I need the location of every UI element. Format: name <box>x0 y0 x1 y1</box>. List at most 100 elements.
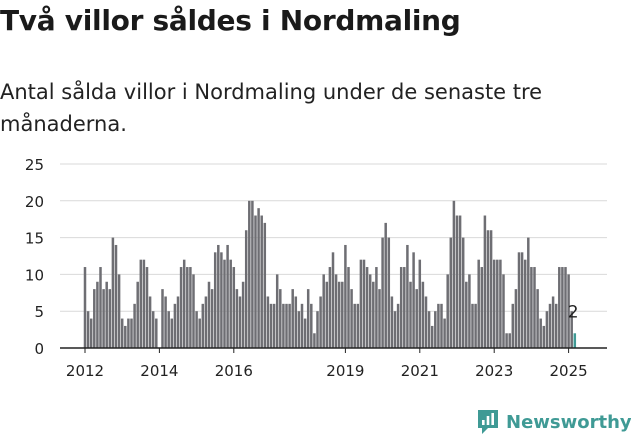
bar <box>319 296 322 348</box>
bar <box>368 274 372 348</box>
bar <box>347 267 350 348</box>
bar <box>384 222 387 348</box>
bar <box>238 296 242 348</box>
bar <box>272 303 276 348</box>
bar <box>353 303 356 348</box>
bar <box>508 333 511 348</box>
bar <box>492 259 496 348</box>
bar <box>198 318 201 348</box>
bar <box>325 281 329 348</box>
bar <box>536 289 539 348</box>
bar <box>195 311 198 348</box>
bar <box>248 200 251 348</box>
x-tick-label: 2014 <box>140 362 178 380</box>
bar <box>483 215 487 348</box>
bar <box>96 281 99 348</box>
y-tick-label: 15 <box>25 230 44 248</box>
bar <box>496 259 499 348</box>
bar <box>350 289 353 348</box>
bar <box>372 281 375 348</box>
bar <box>182 259 186 348</box>
bar <box>449 237 453 348</box>
bar <box>334 274 338 348</box>
bar <box>127 318 130 348</box>
bar <box>387 237 391 348</box>
bar <box>322 274 325 348</box>
bar <box>458 215 462 348</box>
bar <box>241 281 245 348</box>
bar <box>220 252 223 348</box>
bar <box>399 267 403 348</box>
bar <box>254 215 257 348</box>
bar <box>424 296 428 348</box>
bar <box>207 281 211 348</box>
bar <box>297 311 301 348</box>
bar <box>102 289 105 348</box>
bar <box>486 230 490 348</box>
bar <box>505 333 508 348</box>
bar <box>365 267 369 348</box>
bar <box>461 237 465 348</box>
bar <box>120 318 124 348</box>
annotations: 2 <box>568 302 579 322</box>
bar <box>151 311 155 348</box>
bar <box>279 289 282 348</box>
bar <box>300 303 304 348</box>
bar <box>446 274 449 348</box>
bar <box>406 244 409 348</box>
bar <box>294 296 298 348</box>
bar <box>393 311 397 348</box>
bar <box>133 303 136 348</box>
bar <box>213 252 217 348</box>
bar <box>83 267 87 348</box>
bar <box>108 289 112 348</box>
bar <box>390 296 394 348</box>
bar <box>489 230 493 348</box>
brand-name: Newsworthy <box>506 411 631 433</box>
y-tick-label: 20 <box>25 193 44 211</box>
bar <box>523 259 527 348</box>
bar <box>443 318 446 348</box>
bar <box>511 303 515 348</box>
bar <box>530 267 533 348</box>
bar <box>527 237 530 348</box>
newsworthy-brand[interactable]: Newsworthy <box>476 406 631 438</box>
bar <box>502 274 505 348</box>
bar <box>232 267 236 348</box>
bar <box>548 303 552 348</box>
bar <box>341 281 344 348</box>
bar <box>257 208 260 348</box>
bar <box>545 311 549 348</box>
bar <box>499 259 502 348</box>
bar <box>303 318 307 348</box>
chart-subtitle: Antal sålda villor i Nordmaling under de… <box>0 80 543 136</box>
bar <box>418 259 422 348</box>
bar <box>415 289 418 348</box>
bar <box>452 200 456 348</box>
bar <box>164 296 167 348</box>
x-axis <box>60 347 607 353</box>
bar <box>465 281 468 348</box>
bar <box>430 325 434 348</box>
bar <box>93 289 96 348</box>
last-value-label: 2 <box>568 302 579 322</box>
bar <box>155 318 158 348</box>
bar <box>235 289 239 348</box>
bar <box>186 267 189 348</box>
bar <box>471 303 474 348</box>
bar <box>378 289 381 348</box>
x-axis-labels: 2012 2014 2016 2019 2021 2023 2025 <box>66 362 588 380</box>
bar <box>412 252 415 348</box>
bar <box>111 237 115 348</box>
bar <box>142 259 146 348</box>
bar <box>136 281 139 348</box>
x-tick-label: 2012 <box>66 362 104 380</box>
bar <box>244 230 248 348</box>
bar <box>124 325 127 348</box>
bar <box>477 259 480 348</box>
x-tick-label: 2016 <box>215 362 253 380</box>
bar <box>517 252 521 348</box>
bar <box>542 325 546 348</box>
bar <box>539 318 542 348</box>
